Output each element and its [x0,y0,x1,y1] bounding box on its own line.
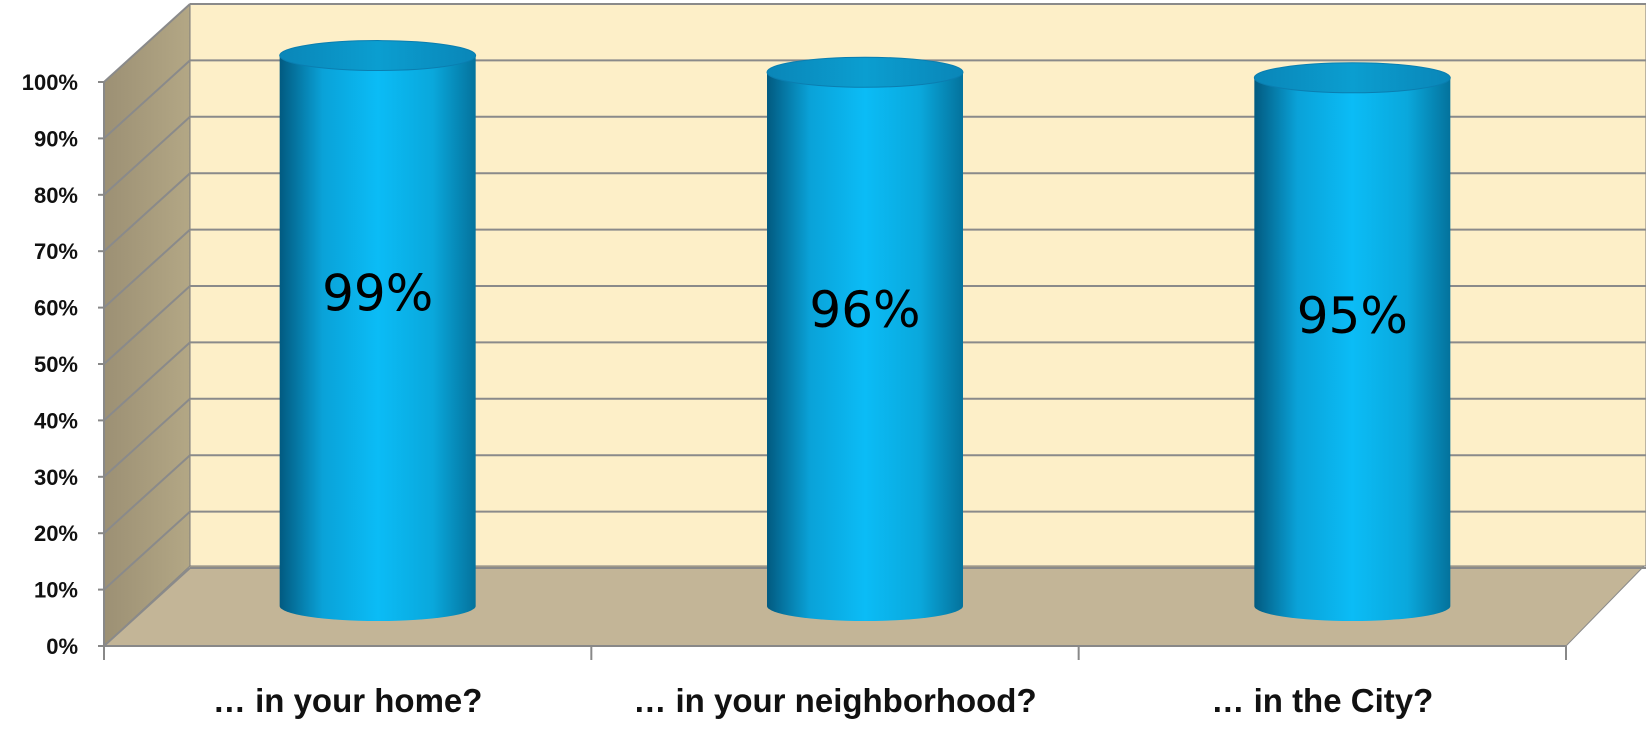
x-category-label: … in your neighborhood? [633,682,1036,719]
y-tick-label: 30% [34,465,78,490]
bar-body [1254,77,1451,622]
data-label: 99% [322,265,433,323]
bar-1: 99% [279,40,477,621]
bar-top [766,56,964,88]
bars: 99% 96% 95% [279,40,1451,622]
x-category-label: … in your home? [213,682,483,719]
x-category-label: … in the City? [1211,682,1433,719]
y-tick-label: 70% [34,239,78,264]
gridline-side [103,454,191,534]
y-tick-label: 100% [22,70,78,95]
gridline-side [103,567,191,647]
y-tick-label: 50% [34,352,78,377]
bar-2: 96% [766,56,964,622]
bar-top [279,40,477,72]
y-axis-ticks: 0% 10% 20% 30% 40% 50% 60% 70% 80% 90% 100% [22,70,104,659]
gridline-side [103,116,191,196]
bar-top [1253,62,1451,94]
bar-body [279,55,476,621]
bar-3: 95% [1253,62,1451,622]
data-label: 95% [1297,287,1408,345]
gridline-side [103,59,191,140]
gridline-side [103,228,191,309]
gridline-side [103,341,191,422]
y-tick-label: 20% [34,521,78,546]
gridline-side [103,3,191,83]
x-axis-labels: … in your home? … in your neighborhood? … … [213,682,1433,719]
gridline-side [103,510,191,591]
gridline-side [103,285,191,365]
y-tick-label: 80% [34,183,78,208]
y-tick-label: 40% [34,408,78,433]
y-tick-label: 10% [34,578,78,603]
y-tick-label: 60% [34,296,78,321]
gridline-side [103,398,191,478]
y-tick-label: 90% [34,126,78,151]
y-tick-label: 0% [46,634,78,659]
data-label: 96% [809,281,920,339]
gridline-side [103,172,191,252]
bar-body [767,72,963,622]
